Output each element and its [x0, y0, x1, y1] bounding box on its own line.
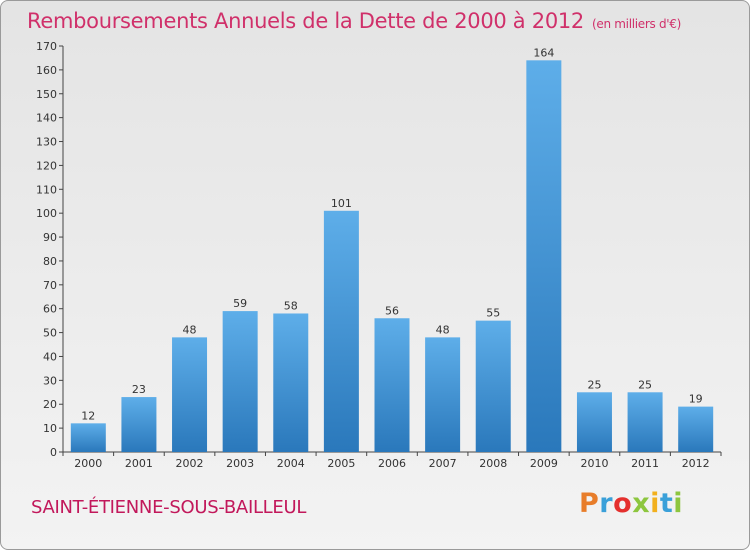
- bar: [273, 313, 309, 452]
- x-tick-label: 2009: [530, 457, 558, 470]
- data-label: 12: [81, 409, 95, 422]
- data-label: 101: [331, 197, 352, 210]
- y-tick-label: 0: [50, 446, 57, 459]
- data-label: 56: [385, 304, 399, 317]
- bar: [576, 392, 612, 452]
- title-text: Remboursements Annuels de la Dette de 20…: [27, 9, 584, 33]
- bar: [121, 397, 157, 452]
- x-tick-label: 2010: [580, 457, 608, 470]
- bar: [70, 423, 106, 452]
- x-tick-label: 2003: [226, 457, 254, 470]
- bar: [323, 210, 359, 452]
- logo-letter: t: [659, 488, 674, 519]
- y-tick-label: 110: [36, 183, 57, 196]
- y-tick-label: 30: [43, 374, 57, 387]
- y-tick-label: 40: [43, 350, 57, 363]
- x-tick-label: 2007: [429, 457, 457, 470]
- data-label: 48: [183, 323, 197, 336]
- y-tick-label: 120: [36, 159, 57, 172]
- bar: [627, 392, 663, 452]
- data-label: 25: [587, 378, 601, 391]
- data-label: 59: [233, 297, 247, 310]
- y-tick-label: 60: [43, 303, 57, 316]
- bar: [475, 320, 511, 452]
- y-tick-label: 90: [43, 231, 57, 244]
- data-label: 55: [486, 307, 500, 320]
- x-tick-label: 2006: [378, 457, 406, 470]
- data-label: 25: [638, 378, 652, 391]
- y-tick-label: 70: [43, 279, 57, 292]
- logo-letter: r: [599, 488, 614, 519]
- data-label: 23: [132, 383, 146, 396]
- x-tick-label: 2002: [176, 457, 204, 470]
- logo-letter: i: [673, 488, 684, 519]
- bar: [678, 406, 714, 452]
- y-tick-label: 160: [36, 64, 57, 77]
- x-tick-label: 2005: [327, 457, 355, 470]
- x-tick-label: 2004: [277, 457, 305, 470]
- x-tick-label: 2012: [682, 457, 710, 470]
- x-tick-label: 2000: [74, 457, 102, 470]
- logo-letter: o: [613, 488, 633, 519]
- proxiti-logo: Proxiti: [579, 488, 683, 519]
- bar: [222, 311, 258, 452]
- y-tick-label: 140: [36, 112, 57, 125]
- data-label: 48: [436, 323, 450, 336]
- data-label: 19: [689, 393, 703, 406]
- x-tick-label: 2001: [125, 457, 153, 470]
- unit-label: (en milliers d'€): [592, 17, 682, 31]
- y-tick-label: 10: [43, 422, 57, 435]
- y-tick-label: 170: [36, 40, 57, 53]
- y-tick-label: 50: [43, 327, 57, 340]
- x-tick-label: 2011: [631, 457, 659, 470]
- logo-letter: i: [650, 488, 660, 519]
- y-tick-label: 20: [43, 398, 57, 411]
- bar: [425, 337, 461, 452]
- bar: [374, 318, 410, 452]
- bar: [526, 60, 562, 453]
- y-tick-label: 100: [36, 207, 57, 220]
- y-tick-label: 130: [36, 136, 57, 149]
- commune-name: SAINT-ÉTIENNE-SOUS-BAILLEUL: [31, 497, 307, 518]
- bar: [172, 337, 208, 452]
- logo-letter: x: [632, 488, 651, 519]
- x-tick-label: 2008: [479, 457, 507, 470]
- chart-title: Remboursements Annuels de la Dette de 20…: [27, 9, 681, 33]
- y-tick-label: 150: [36, 88, 57, 101]
- logo-letter: P: [579, 488, 600, 519]
- data-label: 58: [284, 299, 298, 312]
- data-label: 164: [533, 46, 554, 59]
- y-tick-label: 80: [43, 255, 57, 268]
